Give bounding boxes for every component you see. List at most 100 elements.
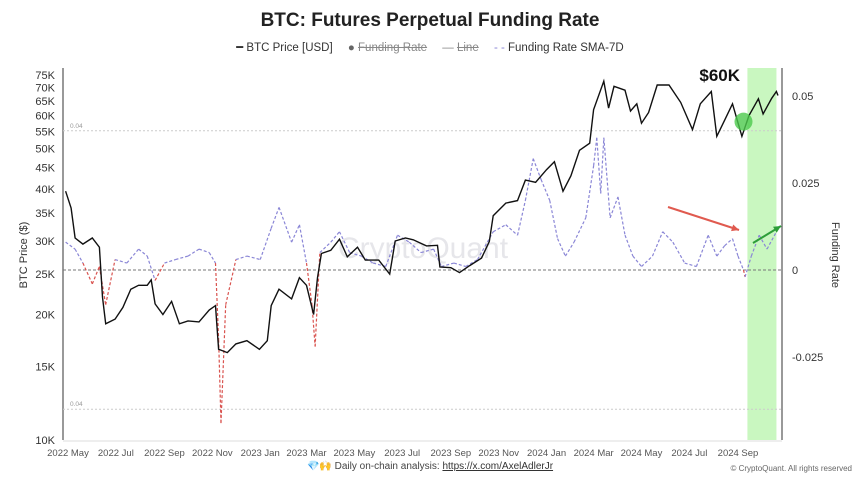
sma-segment	[187, 248, 200, 257]
sma-segment	[218, 339, 222, 424]
reference-line-label: 0.04	[70, 123, 83, 130]
sma-segment	[617, 196, 626, 236]
legend-item-price[interactable]: ━ BTC Price [USD]	[236, 42, 333, 54]
chart-title: BTC: Futures Perpetual Funding Rate	[260, 10, 600, 31]
y-left-tick: 65K	[35, 96, 55, 108]
x-tick: 2023 Jan	[241, 448, 280, 459]
legend-item-funding-rate[interactable]: ● Funding Rate	[347, 42, 428, 54]
x-tick: 2024 Sep	[718, 448, 759, 459]
sma-segment	[524, 158, 534, 201]
y-right-tick: 0	[792, 265, 798, 277]
x-tick: 2024 Jul	[671, 448, 707, 459]
x-tick: 2023 Sep	[431, 448, 472, 459]
sma-segment	[278, 207, 293, 243]
sma-segment	[573, 217, 587, 243]
x-tick: 2024 May	[621, 448, 663, 459]
sma-segment	[465, 259, 478, 268]
price-annotation: $60K	[699, 66, 740, 85]
sma-segment	[82, 262, 93, 285]
sma-segment	[198, 248, 210, 254]
copyright: © CryptoQuant. All rights reserved	[730, 464, 853, 473]
sma-segment	[319, 241, 332, 254]
sma-segment	[420, 248, 434, 254]
sma-segment	[146, 255, 156, 281]
sma-segment	[585, 165, 595, 218]
sma-segment	[314, 252, 321, 347]
trend-arrow-up-head	[773, 226, 781, 233]
y-right-tick: -0.025	[792, 352, 823, 364]
x-tick: 2024 Mar	[574, 448, 614, 459]
sma-segment	[632, 255, 642, 267]
x-tick: 2022 Jul	[98, 448, 134, 459]
y-left-label: BTC Price ($)	[18, 222, 30, 289]
sma-segment	[641, 255, 653, 267]
sma-segment	[259, 228, 272, 260]
y-left-tick: 25K	[35, 269, 55, 281]
sma-segment	[549, 200, 559, 239]
sma-segment	[557, 238, 566, 257]
trend-arrow-down-head	[731, 224, 739, 232]
sma-segment	[74, 248, 84, 264]
y-left-tick: 20K	[35, 309, 55, 321]
sma-segment	[662, 231, 674, 243]
y-left-tick: 70K	[35, 83, 55, 95]
sma-segment	[298, 224, 308, 264]
x-tick: 2022 Nov	[192, 448, 233, 459]
sma-segment	[596, 137, 602, 194]
sma-segment	[441, 262, 455, 268]
sma-segment	[126, 248, 140, 264]
sma-segment	[731, 238, 739, 257]
y-left-tick: 40K	[35, 184, 55, 196]
diamond-hands-icon: 💎🙌	[306, 461, 332, 472]
sma-segment	[270, 207, 280, 229]
sma-segment	[164, 258, 176, 264]
sma-segment	[609, 196, 619, 219]
sma-segment	[672, 241, 686, 264]
sma-segment	[291, 224, 300, 243]
sma-segment	[766, 231, 777, 250]
sma-segment	[408, 241, 422, 254]
y-left-tick: 45K	[35, 163, 55, 175]
sma-segment	[175, 255, 189, 261]
sma-segment	[214, 263, 220, 340]
y-right-tick: 0.025	[792, 178, 820, 190]
sma-segment	[220, 304, 227, 424]
sma-segment	[684, 262, 697, 268]
sma-segment	[91, 266, 100, 285]
x-tick: 2023 May	[333, 448, 375, 459]
reference-line-label: 0.04	[70, 401, 83, 408]
x-tick: 2022 Sep	[144, 448, 185, 459]
sma-segment	[105, 259, 116, 305]
sma-segment	[651, 231, 664, 257]
y-right-label: Funding Rate	[829, 222, 841, 288]
sma-segment	[492, 224, 507, 233]
x-tick: 2023 Jul	[384, 448, 420, 459]
y-left-tick: 15K	[35, 362, 55, 374]
x-tick: 2022 May	[47, 448, 89, 459]
y-left-tick: 60K	[35, 111, 55, 123]
sma-segment	[114, 258, 128, 264]
highlight-marker	[734, 112, 753, 131]
sma-segment	[540, 179, 551, 201]
y-right-tick: 0.05	[792, 91, 813, 103]
x-tick: 2023 Mar	[286, 448, 326, 459]
sma-segment	[716, 245, 726, 257]
sma-segment	[330, 231, 340, 243]
sma-segment	[737, 255, 745, 271]
sma-segment	[707, 234, 718, 257]
sma-segment	[453, 262, 466, 268]
legend-item-line[interactable]: — Line	[442, 42, 479, 54]
footer: 💎🙌 Daily on-chain analysis: https://x.co…	[306, 461, 554, 472]
sma-segment	[235, 255, 248, 261]
footer-link[interactable]: https://x.com/AxelAdlerJr	[442, 461, 554, 472]
sma-segment	[154, 262, 166, 281]
y-left-tick: 50K	[35, 144, 55, 156]
x-tick: 2024 Jan	[527, 448, 566, 459]
sma-segment	[305, 262, 313, 305]
y-left-tick: 55K	[35, 126, 55, 138]
trend-arrow-down	[667, 206, 740, 231]
sma-segment	[603, 137, 611, 218]
legend-item-sma[interactable]: - - Funding Rate SMA-7D	[493, 42, 624, 54]
